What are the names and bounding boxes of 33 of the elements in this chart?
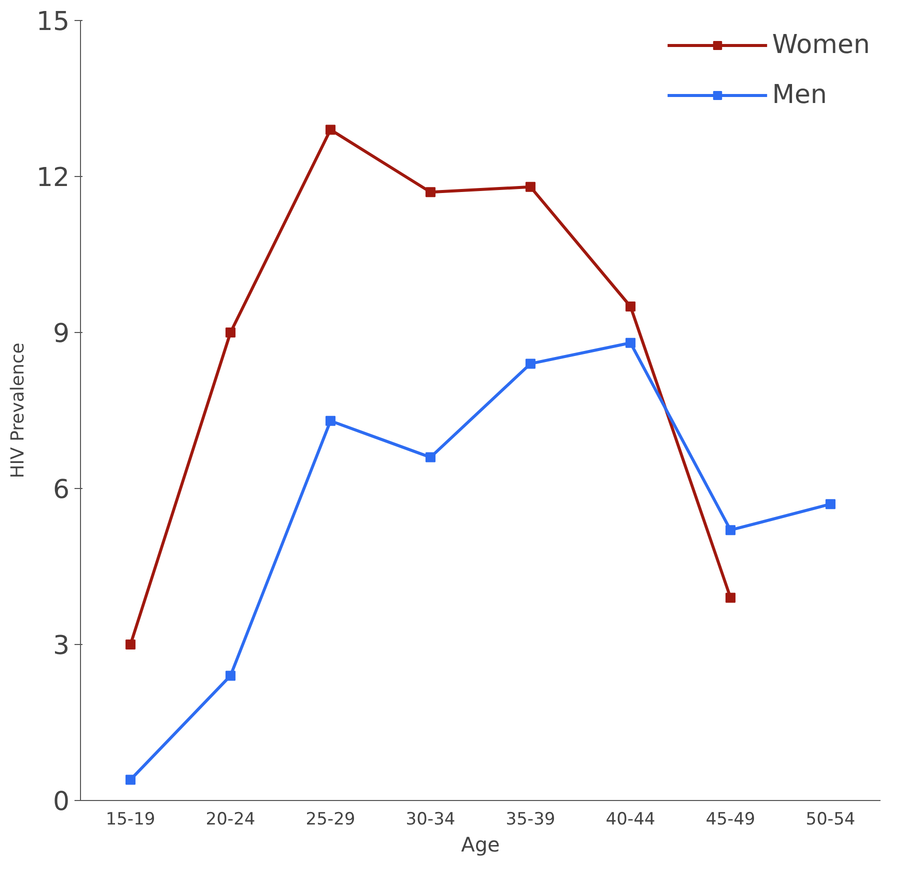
x-tick-label: 50-54 [806,810,856,830]
x-tick-label: 35-39 [506,810,556,830]
point [426,187,436,198]
point [326,416,336,426]
point [426,452,436,462]
point [126,640,136,650]
y-tick-label: 3 [52,631,70,661]
point [326,124,336,135]
x-tick-label: 25-29 [306,810,356,830]
point [626,302,636,312]
x-axis-title: Age [461,832,500,856]
x-tick-label: 20-24 [206,810,256,830]
point [226,328,236,338]
point [626,338,636,348]
legend-label: Women [772,30,870,60]
y-tick-label: 0 [52,787,70,817]
point [726,592,736,603]
point [226,670,236,681]
x-tick-label: 30-34 [406,810,456,830]
point [526,358,536,369]
y-tick-label: 6 [52,475,70,505]
point [526,182,536,192]
x-tick-label: 40-44 [606,810,656,830]
point [826,499,836,510]
point [726,525,736,536]
y-axis-title: HIV Prevalence [7,342,28,478]
y-tick-label: 15 [36,7,70,37]
legend-label: Men [772,80,828,110]
y-tick-label: 9 [52,319,70,349]
x-tick-label: 15-19 [106,810,156,830]
x-tick-label: 45-49 [706,810,756,830]
point [126,774,136,785]
y-tick-label: 12 [36,163,70,193]
